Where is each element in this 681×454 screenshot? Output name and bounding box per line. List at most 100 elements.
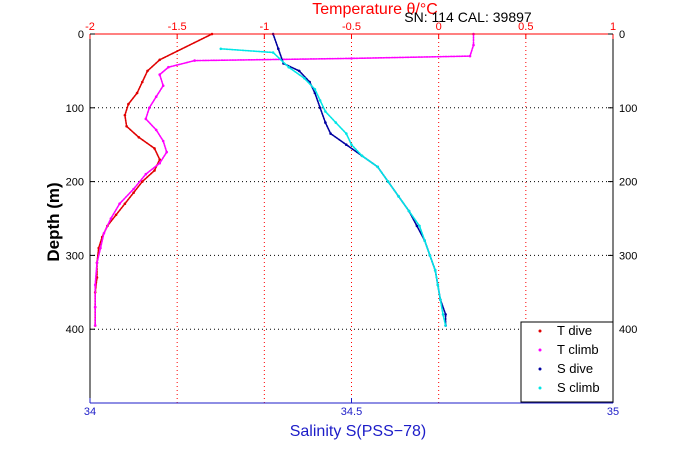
data-point [125,125,128,128]
data-point [397,195,400,198]
temp-tick-label: 0 [436,21,442,33]
data-point [439,298,442,302]
data-point [193,59,196,62]
data-point [158,161,161,165]
data-point [141,180,144,183]
legend-marker [538,386,542,390]
data-point [154,95,158,98]
data-point [407,209,411,213]
data-point [153,147,156,150]
data-point [433,268,437,272]
data-point [287,65,291,69]
depth-tick-label-left: 300 [66,250,84,262]
series-s-climb [219,47,447,327]
legend-marker [538,329,542,333]
legend-box [520,321,614,403]
data-point [137,136,141,139]
data-point [428,254,432,257]
data-point [161,84,165,87]
data-point [418,224,421,228]
data-point [297,69,301,73]
data-point [329,132,332,135]
data-point [154,128,158,132]
data-point [95,261,99,265]
y-axis-label: Depth (m) [44,182,63,261]
data-point [158,73,161,76]
data-point [219,47,223,51]
data-point [158,158,161,161]
x-axis-label: Salinity S(PSS−78) [290,423,427,440]
sal-tick-label: 35 [607,406,619,418]
data-point [135,91,139,95]
legend: T dive T climb S dive S climb [520,321,614,403]
data-point [146,69,149,73]
data-point [386,180,390,183]
data-point [93,283,97,287]
data-point [148,106,151,110]
data-point [423,239,427,242]
data-point [161,139,165,143]
data-point [153,169,156,172]
temp-tick-label: -1.5 [168,21,187,33]
data-point [144,172,148,176]
temp-tick-label: -0.5 [342,21,361,33]
depth-tick-label-right: 100 [619,103,637,115]
temp-tick-label: 1 [610,21,616,33]
legend-entry-label: S dive [557,361,593,376]
data-point [102,232,106,235]
data-point [158,58,161,62]
data-point [444,324,447,327]
data-point [334,121,338,124]
data-point [123,202,127,205]
series-layer [93,32,475,327]
data-point [324,121,327,124]
data-point [345,143,348,146]
depth-tick-label-left: 200 [66,177,84,189]
temp-tick-label: 0.5 [518,21,533,33]
depth-tick-label-right: 0 [619,29,625,41]
data-point [132,187,135,191]
data-point [318,106,322,110]
depth-tick-label-right: 200 [619,177,637,189]
data-point [472,43,475,47]
data-point [123,113,127,117]
data-point [441,313,445,316]
data-point [444,313,447,316]
depth-tick-label-left: 0 [78,29,84,41]
legend-entry-label: T climb [557,342,599,357]
data-point [118,202,121,205]
depth-tick-label-left: 100 [66,103,84,115]
data-point [167,65,170,69]
gridlines [90,34,613,403]
depth-tick-label-right: 400 [619,324,637,336]
data-point [345,132,348,135]
data-point [127,102,130,106]
temp-tick-label: -2 [85,21,95,33]
legend-entry-label: S climb [557,380,600,395]
data-point [109,217,113,220]
data-point [144,117,148,121]
chart-subtitle: SN: 114 CAL: 39897 [404,9,532,25]
data-point [93,305,97,309]
data-point [277,47,280,51]
data-point [114,213,118,217]
sal-tick-label: 34 [84,406,96,418]
data-point [313,88,317,91]
depth-tick-label-right: 300 [619,250,637,262]
chart-title: Temperature θ/°C [312,1,438,18]
sal-tick-label: 34.5 [341,406,362,418]
data-point [350,143,353,146]
data-point [360,154,364,158]
data-point [271,51,275,54]
data-point [93,324,97,327]
data-point [376,165,379,169]
data-point [318,99,322,102]
data-point [324,110,327,113]
temp-tick-label: -1 [259,21,269,33]
data-point [97,246,100,250]
tick-layer: -2 -1.5 -1 -0.5 0 0.5 1 34 34.5 35 0 0 100 100 200 200 3… [66,21,638,418]
data-point [415,224,419,228]
depth-tick-label-left: 400 [66,324,84,336]
data-point [141,80,144,84]
